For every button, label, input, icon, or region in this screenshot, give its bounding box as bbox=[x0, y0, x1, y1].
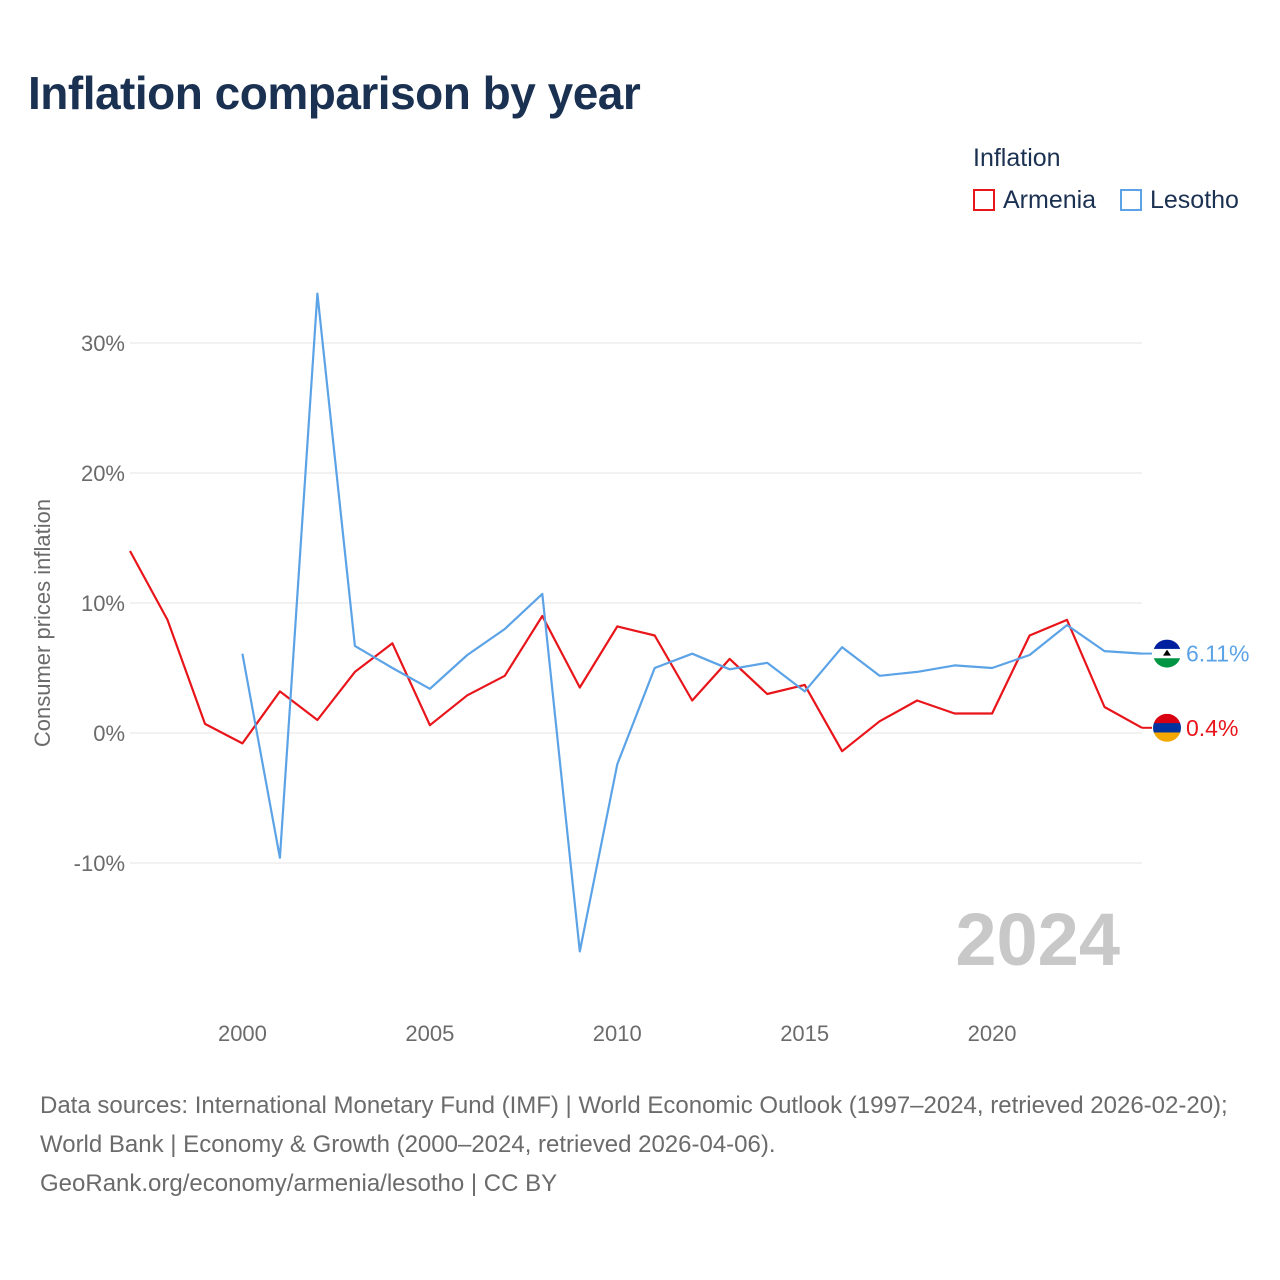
y-axis: -10% 0% 10% 20% 30% bbox=[74, 331, 125, 876]
x-tick-label: 2010 bbox=[593, 1021, 642, 1046]
sources-text: Data sources: International Monetary Fun… bbox=[40, 1092, 1228, 1158]
legend-label-armenia: Armenia bbox=[1003, 185, 1097, 214]
data-sources-footer: Data sources: International Monetary Fun… bbox=[40, 1086, 1250, 1203]
y-tick-label: 10% bbox=[81, 591, 125, 616]
series-line-armenia[interactable] bbox=[129, 550, 1143, 753]
flag-icon-armenia bbox=[1153, 713, 1181, 742]
series-lines bbox=[129, 292, 1143, 953]
flag-icon-lesotho bbox=[1153, 639, 1181, 668]
legend-title: Inflation bbox=[973, 144, 1061, 172]
x-tick-label: 2020 bbox=[968, 1021, 1017, 1046]
x-tick-label: 2015 bbox=[780, 1021, 829, 1046]
gridlines bbox=[130, 342, 1142, 864]
end-markers: 0.4% 6.11% bbox=[1142, 639, 1250, 742]
line-chart: -10% 0% 10% 20% 30% 2000 2005 2010 2015 2020 Con… bbox=[30, 292, 1250, 1046]
series-line-lesotho[interactable] bbox=[241, 292, 1143, 953]
legend-item-armenia[interactable]: Armenia bbox=[973, 186, 1096, 214]
x-tick-label: 2005 bbox=[405, 1021, 454, 1046]
y-tick-label: 20% bbox=[81, 461, 125, 486]
end-label-lesotho: 6.11% bbox=[1186, 641, 1250, 667]
x-tick-label: 2000 bbox=[218, 1021, 267, 1046]
y-axis-title: Consumer prices inflation bbox=[30, 499, 55, 747]
year-watermark: 2024 bbox=[955, 898, 1120, 981]
legend-swatch-armenia bbox=[973, 189, 995, 211]
y-tick-label: 30% bbox=[81, 331, 125, 356]
end-label-armenia: 0.4% bbox=[1186, 715, 1238, 741]
legend-swatch-lesotho bbox=[1120, 189, 1142, 211]
y-tick-label: 0% bbox=[93, 721, 125, 746]
legend-label-lesotho: Lesotho bbox=[1150, 185, 1239, 214]
credit-link[interactable]: GeoRank.org/economy/armenia/lesotho | CC… bbox=[40, 1170, 558, 1197]
x-axis: 2000 2005 2010 2015 2020 bbox=[218, 1021, 1017, 1046]
chart-title: Inflation comparison by year bbox=[28, 67, 641, 119]
y-tick-label: -10% bbox=[74, 851, 125, 876]
legend-item-lesotho[interactable]: Lesotho bbox=[1120, 186, 1239, 214]
